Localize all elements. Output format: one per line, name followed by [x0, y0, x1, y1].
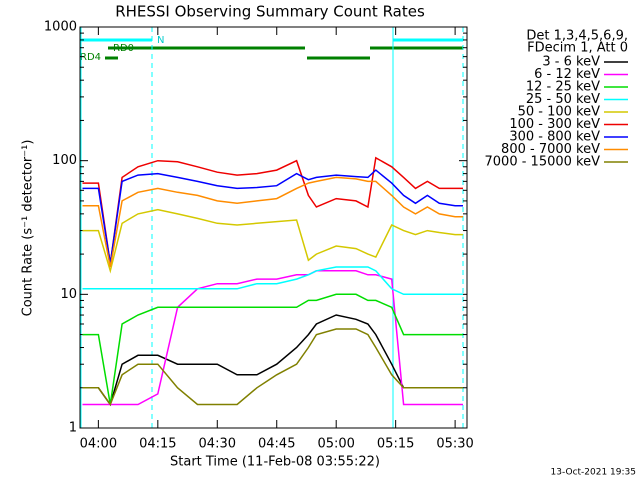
series-line — [82, 176, 463, 268]
legend-label: 800 - 7000 keV — [501, 142, 600, 157]
series-line — [82, 156, 463, 264]
series-line — [82, 169, 463, 264]
x-tick-label: 05:00 — [317, 437, 354, 452]
legend-label: 12 - 25 keV — [526, 80, 600, 95]
flag-label: RD0 — [113, 43, 134, 54]
legend-label: 25 - 50 keV — [526, 92, 600, 107]
legend-label: 100 - 300 keV — [509, 117, 600, 132]
legend-label: 3 - 6 keV — [542, 55, 600, 70]
plot-frame — [79, 26, 468, 429]
legend-label: 7000 - 15000 keV — [485, 155, 601, 170]
y-tick-label: 1000 — [44, 20, 77, 35]
y-axis-label: Count Rate (s⁻¹ detector⁻¹) — [21, 140, 36, 317]
flag-label: N — [157, 35, 164, 46]
chart-title: RHESSI Observing Summary Count Rates — [115, 3, 425, 21]
series-line — [82, 293, 463, 405]
y-tick-label: 1 — [69, 421, 77, 436]
footer: 13-Oct-2021 19:35 — [551, 468, 636, 478]
series-line — [82, 208, 463, 274]
x-axis-label: Start Time (11-Feb-08 03:55:22) — [170, 455, 380, 470]
series-line — [82, 328, 463, 407]
legend-label: 50 - 100 keV — [518, 105, 601, 120]
legend-label: 6 - 12 keV — [534, 67, 600, 82]
x-tick-label: 04:15 — [139, 437, 176, 452]
legend-header: FDecim 1, Att 0 — [527, 41, 628, 56]
flag-label: RD4 — [80, 52, 101, 63]
legend-header: Det 1,3,4,5,6,9, — [526, 29, 628, 44]
x-tick-label: 04:00 — [80, 437, 117, 452]
x-tick-label: 04:30 — [199, 437, 236, 452]
series-line — [82, 270, 463, 406]
x-tick-label: 05:15 — [377, 437, 414, 452]
status-bars: N RD0 RD4 — [80, 27, 464, 428]
series-line — [82, 266, 463, 296]
legend-label: 300 - 800 keV — [509, 130, 600, 145]
x-tick-label: 05:30 — [436, 437, 473, 452]
x-tick-label: 04:45 — [258, 437, 295, 452]
y-tick-label: 100 — [52, 153, 77, 168]
y-tick-label: 10 — [60, 287, 77, 302]
